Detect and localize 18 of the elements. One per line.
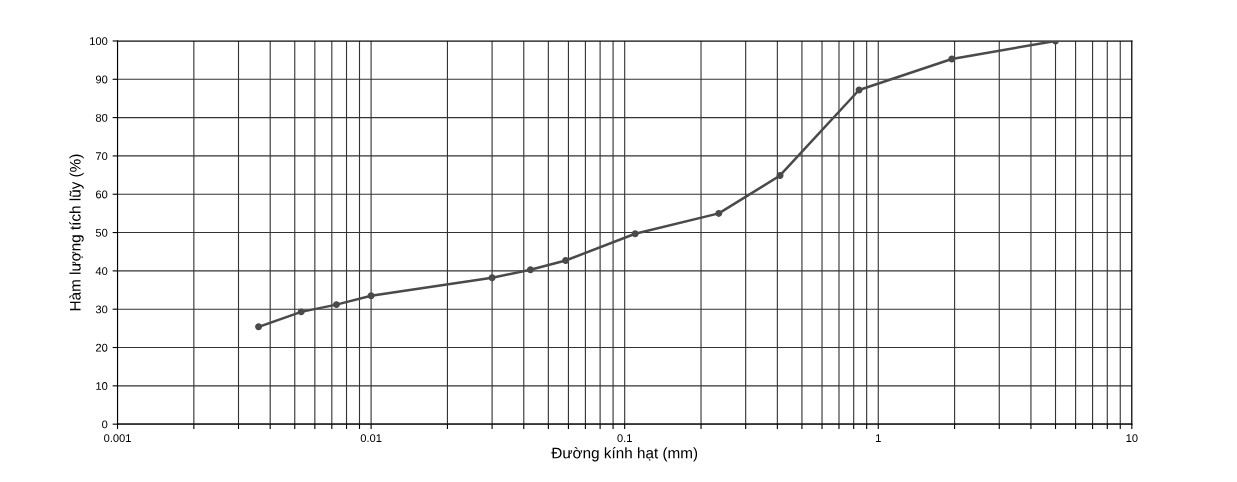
y-tick-label: 100	[90, 37, 108, 46]
y-tick-label: 70	[96, 152, 108, 161]
y-tick-label: 0	[102, 420, 108, 429]
y-tick-label: 40	[95, 267, 108, 276]
y-tick-label: 80	[95, 113, 108, 122]
x-axis-title: Đường kính hạt (mm)	[551, 447, 698, 462]
x-tick-label: 0.01	[360, 434, 382, 443]
y-tick-label: 50	[95, 228, 108, 237]
y-tick-label: 20	[95, 343, 108, 352]
x-tick-label: 0.001	[104, 434, 131, 443]
x-tick-label: 10	[1126, 434, 1138, 443]
y-tick-label: 10	[96, 382, 108, 390]
y-tick-label: 90	[95, 75, 108, 84]
x-tick-label: 0.1	[617, 434, 632, 443]
y-tick-label: 30	[95, 305, 108, 314]
x-tick-label: 1	[876, 434, 881, 442]
y-axis-title: Hàm lượng tích lũy (%)	[69, 154, 84, 311]
y-tick-label: 60	[96, 190, 108, 199]
